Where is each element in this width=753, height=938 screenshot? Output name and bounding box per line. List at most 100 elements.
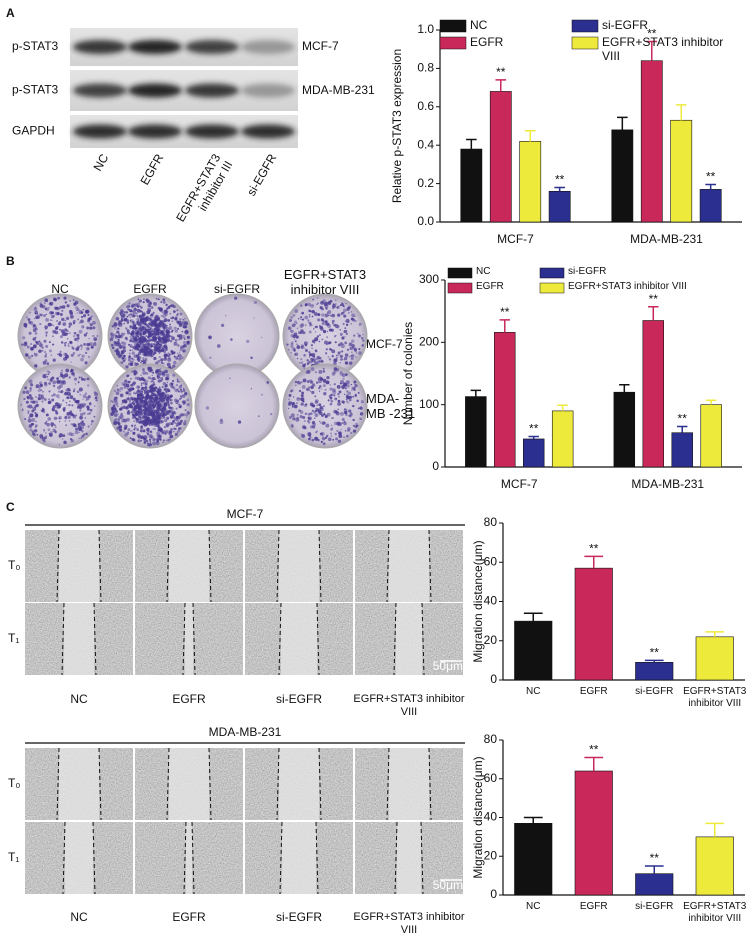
colony-dot bbox=[298, 409, 301, 413]
colony-dot bbox=[156, 403, 161, 408]
colony-dot bbox=[31, 354, 34, 357]
colony-dot bbox=[332, 370, 337, 374]
colony-dot bbox=[341, 373, 346, 377]
colony-dot bbox=[354, 315, 356, 317]
colony-dot bbox=[90, 346, 93, 349]
x-tick-label-box: EGFR bbox=[580, 686, 608, 697]
blot-row-label: p-STAT3 bbox=[12, 39, 59, 53]
colony-dot bbox=[155, 441, 160, 446]
colony-dot bbox=[150, 394, 152, 396]
colony-dot bbox=[84, 417, 87, 419]
wound-edge bbox=[183, 821, 187, 895]
colony-dot bbox=[348, 307, 351, 309]
colony-dot bbox=[166, 307, 169, 310]
colony-dot bbox=[131, 438, 135, 441]
colony-dot bbox=[75, 399, 80, 404]
colony-dot bbox=[116, 344, 119, 347]
colony-dot bbox=[322, 367, 325, 370]
significance: ** bbox=[529, 422, 539, 436]
colony-dot bbox=[139, 299, 143, 302]
colony-dot bbox=[29, 389, 32, 392]
colony-dot bbox=[144, 348, 146, 350]
colony-dot bbox=[35, 424, 38, 427]
colony-dot bbox=[136, 385, 140, 389]
colony-dot bbox=[166, 327, 170, 332]
colony-dot bbox=[29, 321, 34, 325]
colony-dot bbox=[121, 403, 123, 405]
colony-dot bbox=[170, 401, 173, 405]
colony-dot bbox=[120, 412, 123, 415]
colony-dot bbox=[30, 400, 33, 404]
colony-dot bbox=[57, 322, 61, 326]
colony-dot bbox=[34, 327, 38, 331]
colony-dot bbox=[62, 322, 67, 327]
colony-dot bbox=[61, 305, 66, 309]
bar bbox=[514, 620, 553, 681]
colony-dot bbox=[137, 389, 140, 392]
bar bbox=[613, 391, 636, 468]
x-tick-label-box: EGFR+STAT3 inhibitor VIII bbox=[683, 901, 746, 924]
colony-dot bbox=[336, 305, 340, 309]
colony-dot bbox=[308, 315, 311, 318]
colony-dot bbox=[76, 405, 80, 409]
colony-dot bbox=[118, 416, 121, 419]
wound-column-label: EGFR+STAT3 inhibitor VIII bbox=[353, 693, 465, 718]
colony-dot bbox=[32, 337, 36, 341]
colony-dot bbox=[339, 329, 341, 331]
colony-dot bbox=[141, 332, 145, 336]
y-tick-label: 0.8 bbox=[417, 61, 434, 75]
colony-dot bbox=[350, 431, 353, 434]
colony-dot bbox=[164, 401, 166, 404]
colony-dot bbox=[294, 309, 299, 313]
colony-dot bbox=[146, 310, 151, 315]
colony-dot bbox=[155, 369, 158, 372]
colony-dot bbox=[46, 370, 50, 373]
colony-dot bbox=[94, 405, 96, 407]
colony-dot bbox=[291, 417, 296, 421]
colony-dot bbox=[303, 419, 306, 423]
colony-dot bbox=[362, 334, 364, 336]
colony-dot bbox=[328, 341, 332, 345]
colony-dot bbox=[137, 435, 142, 439]
colony-dot bbox=[341, 350, 344, 353]
colony-dot bbox=[348, 342, 353, 347]
colony-dot bbox=[147, 335, 150, 337]
colony-dot bbox=[41, 394, 44, 397]
colony-dot bbox=[119, 386, 124, 391]
colony-dot bbox=[131, 332, 135, 335]
y-tick-label: 20 bbox=[484, 633, 498, 647]
colony-dot bbox=[314, 371, 317, 374]
colony-dot bbox=[141, 386, 145, 390]
colony-dot bbox=[325, 423, 330, 428]
colony-dot bbox=[290, 413, 295, 418]
colony-dot bbox=[309, 390, 312, 392]
colony-dot bbox=[164, 432, 167, 435]
colony-dot bbox=[27, 412, 30, 414]
colony-dot bbox=[139, 379, 142, 382]
colony-dot bbox=[292, 314, 296, 317]
colony-dot bbox=[40, 389, 42, 391]
legend-swatch bbox=[571, 36, 599, 50]
colony-dot bbox=[293, 404, 298, 409]
colony-dot bbox=[158, 437, 162, 441]
colony-dot bbox=[46, 362, 50, 366]
wound-gap bbox=[65, 822, 93, 894]
colony-dot bbox=[36, 433, 39, 436]
colony-dot bbox=[173, 310, 176, 313]
colony-dot bbox=[183, 338, 186, 341]
colony-dot bbox=[322, 370, 326, 373]
panel-label: B bbox=[6, 254, 15, 268]
error-bar bbox=[705, 631, 725, 637]
colony-dot bbox=[52, 315, 55, 318]
colony-dot bbox=[174, 389, 176, 391]
colony-dot bbox=[219, 418, 223, 422]
wound-edge bbox=[191, 821, 195, 895]
colony-dot bbox=[32, 344, 37, 349]
x-tick-label-box: si-EGFR bbox=[635, 901, 673, 912]
x-tick-label: MDA-MB-231 bbox=[630, 232, 703, 246]
colony-dot bbox=[79, 393, 82, 396]
y-tick-label: 60 bbox=[484, 771, 498, 785]
colony-dot bbox=[155, 325, 158, 328]
colony-dot bbox=[153, 301, 158, 306]
